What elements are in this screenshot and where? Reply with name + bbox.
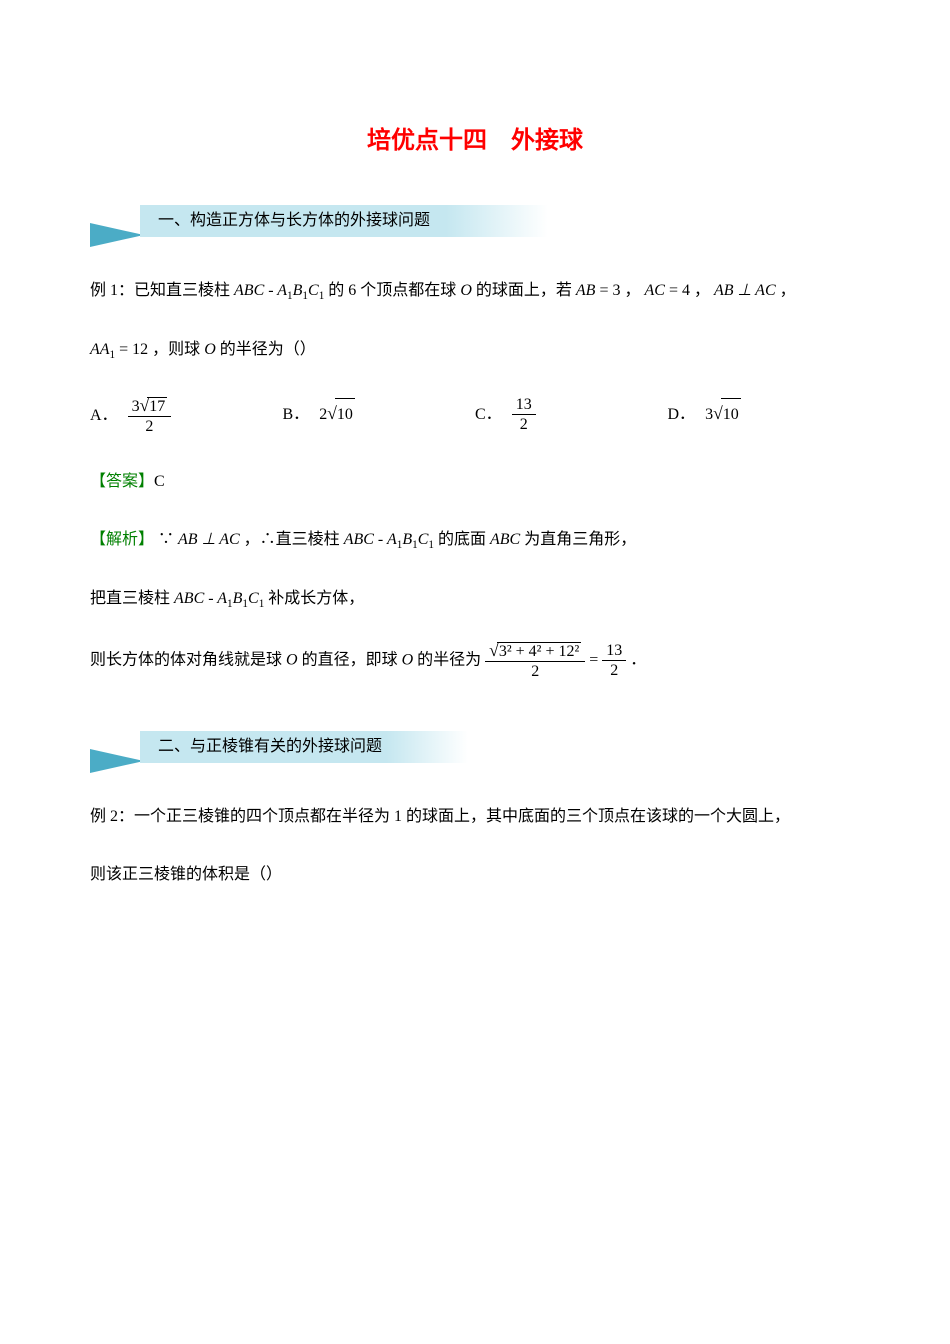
- section-1-banner: 一、构造正方体与长方体的外接球问题: [90, 205, 860, 249]
- example-1: 例 1：已知直三棱柱 ABC - A1B1C1 的 6 个顶点都在球 O 的球面…: [90, 275, 860, 681]
- example-2-line-1: 例 2：一个正三棱锥的四个顶点都在半径为 1 的球面上，其中底面的三个顶点在该球…: [90, 801, 860, 833]
- answer-line: 【答案】C: [90, 466, 860, 498]
- example-1-question-line-1: 例 1：已知直三棱柱 ABC - A1B1C1 的 6 个顶点都在球 O 的球面…: [90, 275, 860, 308]
- analysis-line-1: 【解析】 ∵ AB ⊥ AC ，∴直三棱柱 ABC - A1B1C1 的底面 A…: [90, 524, 860, 557]
- analysis-line-3: 则长方体的体对角线就是球 O 的直径，即球 O 的半径为 √3² + 4² + …: [90, 641, 860, 681]
- analysis-line-2: 把直三棱柱 ABC - A1B1C1 补成长方体，: [90, 583, 860, 616]
- option-a: A． 3√17 2: [90, 396, 283, 436]
- page: 培优点十四 外接球 一、构造正方体与长方体的外接球问题 例 1：已知直三棱柱 A…: [0, 0, 950, 977]
- option-d: D． 3√10: [668, 396, 861, 436]
- section-2-heading: 二、与正棱锥有关的外接球问题: [140, 731, 468, 763]
- example-1-question-line-2: AA1 = 12 ，则球 O 的半径为（）: [90, 334, 860, 367]
- section-2-banner: 二、与正棱锥有关的外接球问题: [90, 731, 860, 775]
- example-2-line-2: 则该正三棱锥的体积是（）: [90, 859, 860, 891]
- option-b: B． 2√10: [283, 396, 476, 436]
- banner-arrow-icon: [90, 223, 144, 247]
- banner-arrow-icon: [90, 749, 144, 773]
- example-2: 例 2：一个正三棱锥的四个顶点都在半径为 1 的球面上，其中底面的三个顶点在该球…: [90, 801, 860, 891]
- options-row: A． 3√17 2 B． 2√10 C． 13 2 D． 3√10: [90, 396, 860, 436]
- section-1-heading: 一、构造正方体与长方体的外接球问题: [140, 205, 548, 237]
- page-title: 培优点十四 外接球: [90, 120, 860, 155]
- option-c: C． 13 2: [475, 396, 668, 436]
